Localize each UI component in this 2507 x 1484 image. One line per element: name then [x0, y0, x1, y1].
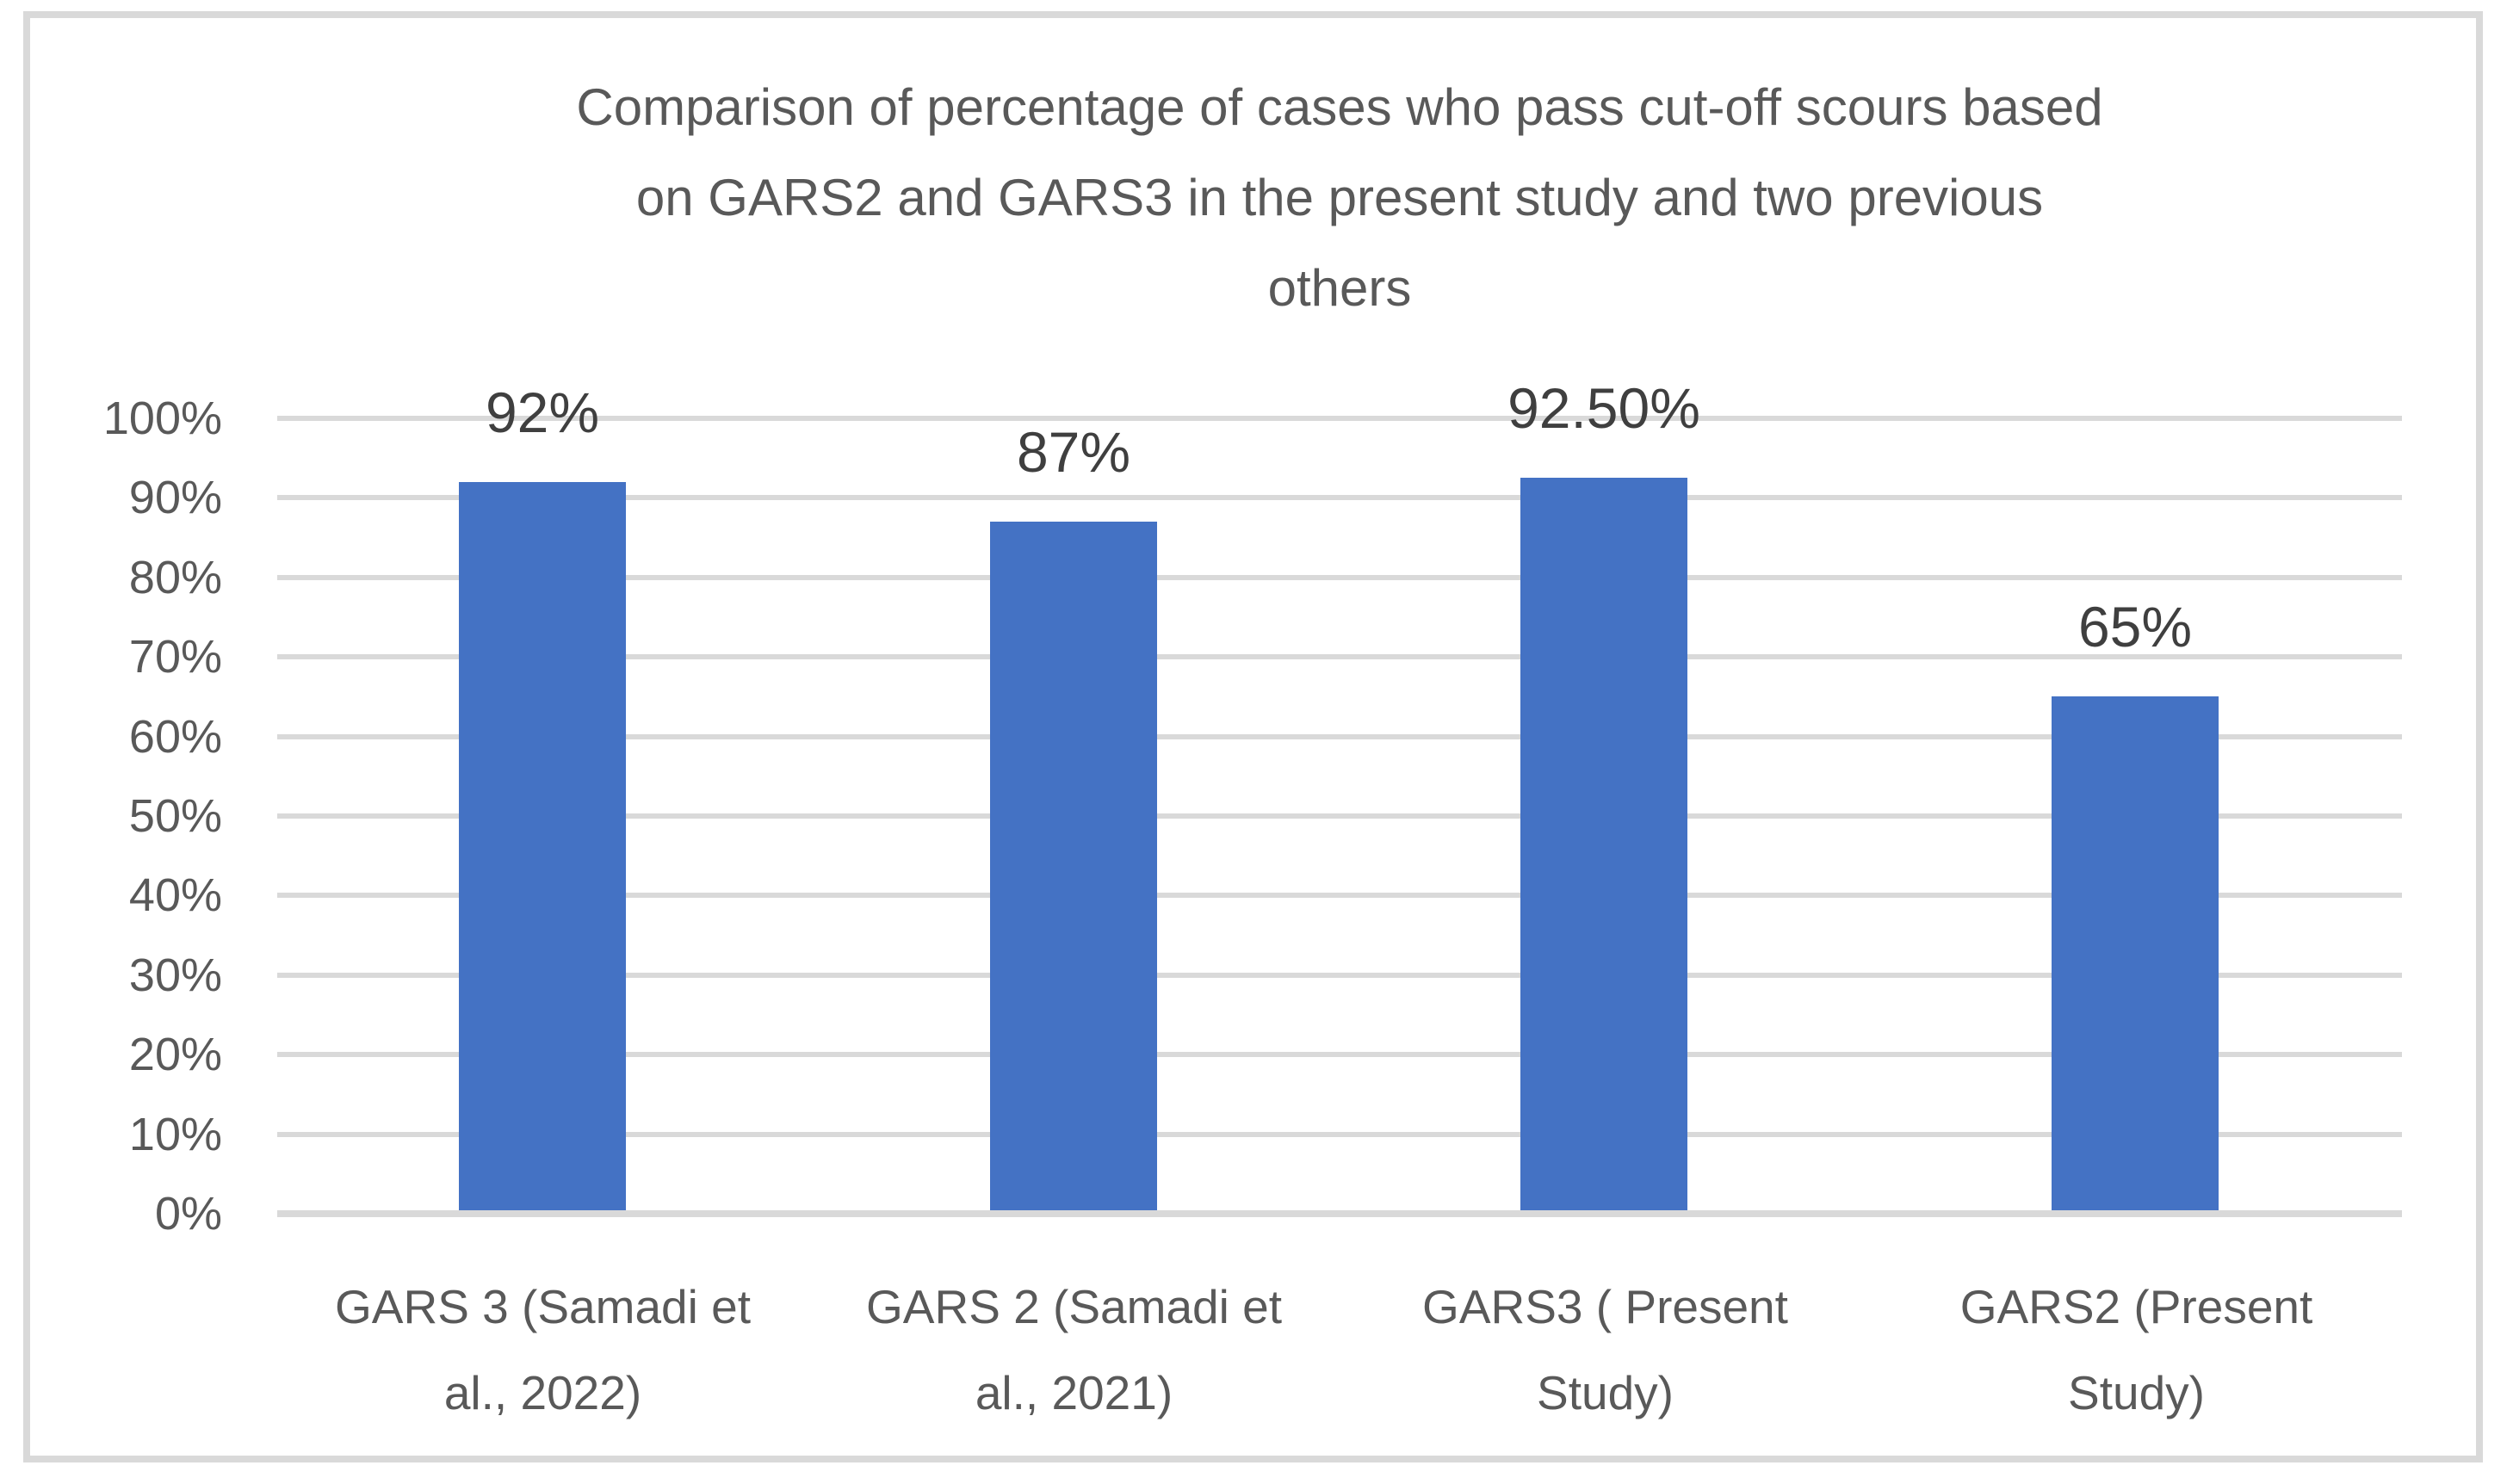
bar-value-label-1: 92% — [485, 380, 600, 444]
category-label-line: GARS 3 (Samadi et — [335, 1280, 751, 1333]
gridline-30 — [277, 973, 2402, 978]
y-axis-tick-0: 0% — [154, 1188, 222, 1240]
gridline-50 — [277, 813, 2402, 819]
y-axis-tick-10: 10% — [128, 1109, 222, 1160]
chart-border — [23, 11, 2483, 1462]
y-axis-tick-60: 60% — [128, 711, 222, 763]
category-label-gars2-samadi-2021: GARS 2 (Samadi et al., 2021) — [808, 1264, 1340, 1436]
bar-value-label-4: 65% — [2077, 595, 2193, 659]
gridline-40 — [277, 893, 2402, 898]
gridline-60 — [277, 734, 2402, 739]
plot-area: 92% 87% 92.50% 65% — [277, 380, 2402, 1217]
gridline-70 — [277, 654, 2402, 659]
y-axis-tick-90: 90% — [128, 472, 222, 523]
category-label-line: GARS3 ( Present — [1422, 1280, 1788, 1333]
y-axis-tick-100: 100% — [102, 393, 222, 444]
bar-gars3-samadi-2022 — [459, 482, 626, 1210]
category-label-line: Study) — [2068, 1366, 2205, 1419]
gridline-10 — [277, 1132, 2402, 1137]
category-label-line: GARS 2 (Samadi et — [866, 1280, 1282, 1333]
gridline-80 — [277, 575, 2402, 580]
category-label-gars3-samadi-2022: GARS 3 (Samadi et al., 2022) — [277, 1264, 808, 1436]
y-axis-tick-30: 30% — [128, 949, 222, 1001]
gridline-20 — [277, 1052, 2402, 1057]
x-axis-line — [277, 1210, 2402, 1217]
category-label-line: Study) — [1537, 1366, 1674, 1419]
bar-gars2-samadi-2021 — [990, 522, 1157, 1210]
bar-value-label-3: 92.50% — [1507, 376, 1700, 440]
category-label-gars3-present-study: GARS3 ( Present Study) — [1340, 1264, 1871, 1436]
gridline-100 — [277, 416, 2402, 421]
category-label-line: al., 2021) — [975, 1366, 1173, 1419]
category-label-gars2-present-study: GARS2 (Present Study) — [1871, 1264, 2402, 1436]
gridline-90 — [277, 495, 2402, 500]
chart-title-line-2: on GARS2 and GARS3 in the present study … — [635, 169, 2044, 226]
y-axis-tick-70: 70% — [128, 631, 222, 683]
y-axis-tick-50: 50% — [128, 790, 222, 842]
chart-title: Comparison of percentage of cases who pa… — [277, 62, 2402, 333]
x-axis-category-labels: GARS 3 (Samadi et al., 2022) GARS 2 (Sam… — [277, 1264, 2402, 1436]
bar-gars2-present-study — [2052, 696, 2219, 1210]
chart-title-line-1: Comparison of percentage of cases who pa… — [576, 78, 2103, 136]
y-axis-tick-40: 40% — [128, 869, 222, 921]
chart-title-line-3: others — [1267, 259, 1412, 317]
y-axis-tick-20: 20% — [128, 1029, 222, 1080]
category-label-line: al., 2022) — [443, 1366, 642, 1419]
bar-value-label-2: 87% — [1016, 420, 1131, 484]
y-axis-tick-80: 80% — [128, 552, 222, 603]
category-label-line: GARS2 (Present — [1959, 1280, 2313, 1333]
bar-gars3-present-study — [1520, 478, 1687, 1210]
